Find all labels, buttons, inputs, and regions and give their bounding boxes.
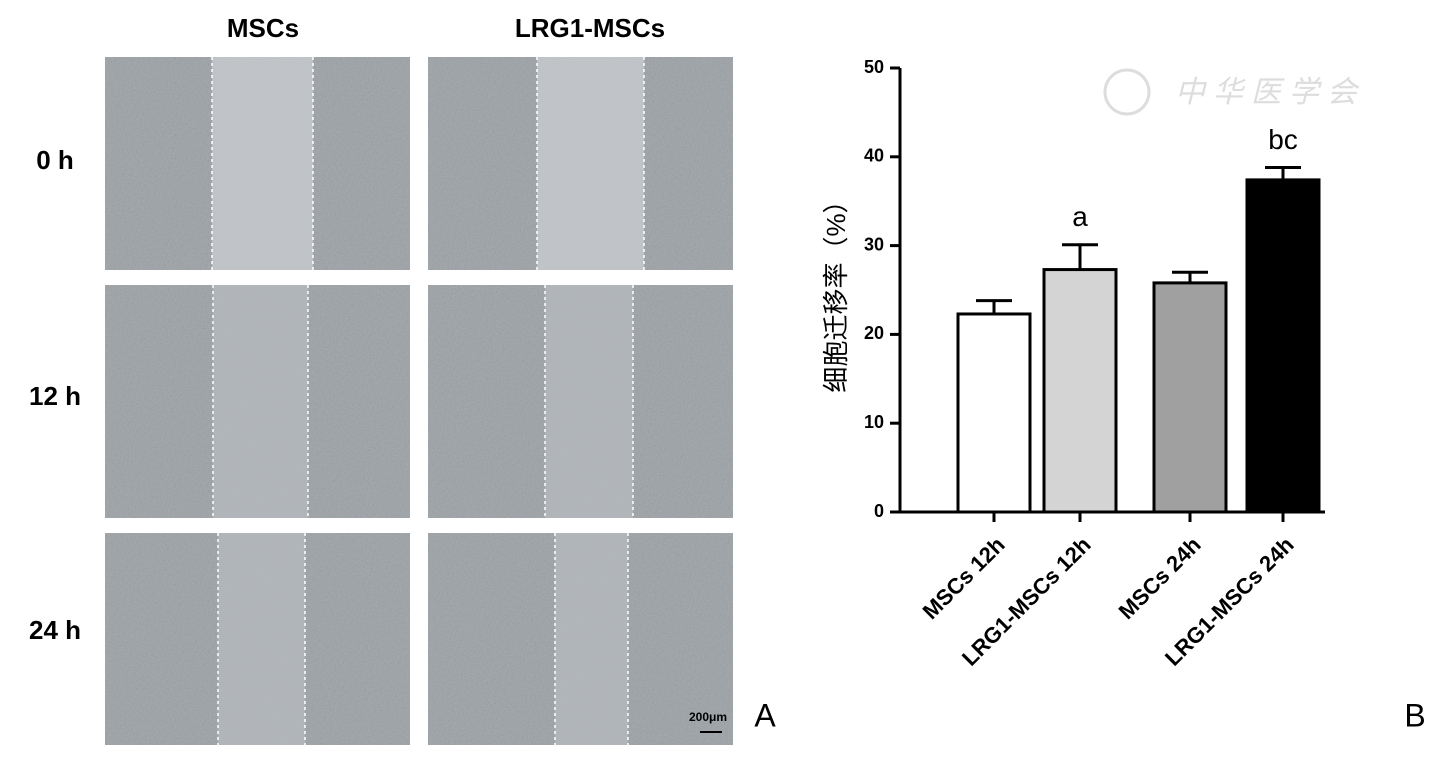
column-label: MSCs (227, 13, 299, 43)
bar (1042, 268, 1118, 514)
y-tick-label: 50 (864, 57, 884, 77)
row-label: 24 h (29, 615, 81, 645)
panel-label: B (1404, 697, 1425, 733)
bar (1152, 281, 1228, 514)
scratch-gap (537, 57, 644, 270)
y-tick-label: 30 (864, 234, 884, 254)
watermark-logo (1103, 68, 1151, 116)
bar (956, 312, 1032, 514)
scratch-gap (218, 533, 305, 745)
scratch-gap (555, 533, 628, 745)
row-label: 0 h (36, 145, 74, 175)
watermark: 中华医学会 (1175, 76, 1365, 109)
bar (1245, 178, 1321, 514)
x-tick-label: MSCs 24h (1114, 532, 1206, 624)
significance-label: bc (1268, 124, 1298, 155)
y-tick-label: 10 (864, 412, 884, 432)
y-tick-label: 20 (864, 323, 884, 343)
y-axis-label: 细胞迁移率（%） (821, 187, 851, 392)
scale-bar-label: 200μm (689, 710, 727, 724)
panel-label: A (754, 697, 776, 733)
scratch-gap (545, 285, 633, 518)
x-tick-label: MSCs 12h (918, 532, 1010, 624)
scratch-gap (212, 57, 313, 270)
row-label: 12 h (29, 381, 81, 411)
scratch-gap (213, 285, 308, 518)
column-label: LRG1-MSCs (515, 13, 665, 43)
micrographs (105, 57, 733, 745)
y-tick-label: 40 (864, 146, 884, 166)
y-tick-label: 0 (874, 501, 884, 521)
significance-label: a (1072, 201, 1088, 232)
